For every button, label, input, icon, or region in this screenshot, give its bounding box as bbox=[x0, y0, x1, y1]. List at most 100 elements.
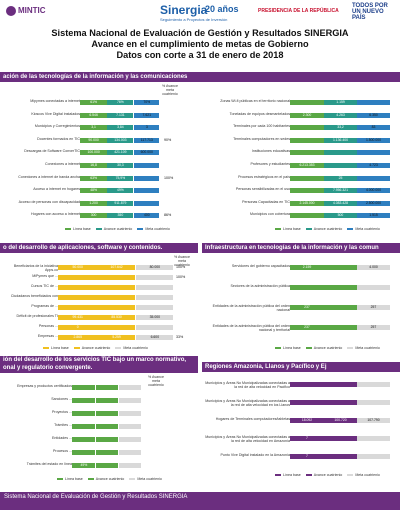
bar-value-label: 7.131 bbox=[116, 112, 125, 117]
bar-value-label: 2.300 bbox=[302, 112, 312, 117]
sinergia-logo: Sinergia Seguimiento a Proyectos de Inver… bbox=[160, 3, 227, 22]
baseline-bar bbox=[80, 150, 107, 156]
title-line-2: Avance en el cumplimiento de metas de Go… bbox=[91, 39, 309, 49]
baseline-bar bbox=[58, 335, 97, 340]
bar-value-label: 1.159 bbox=[336, 100, 345, 104]
legend-label: Línea base bbox=[65, 477, 83, 481]
pct-value: 100% bbox=[176, 265, 186, 269]
goal-bar bbox=[118, 437, 142, 442]
legend-swatch bbox=[347, 347, 354, 350]
progress-bar bbox=[97, 305, 136, 310]
panel-regions: Municipios y Áreas No Municipalizadas co… bbox=[202, 374, 400, 490]
category-label: Zonas Wi-fi públicas en el territorio na… bbox=[220, 99, 290, 103]
goal-bar bbox=[133, 150, 160, 156]
progress-bar bbox=[97, 265, 136, 270]
legend-swatch bbox=[275, 347, 281, 350]
bar-value-label: 1.500.000 bbox=[365, 137, 382, 142]
bar-value-label: 18.092 bbox=[301, 418, 313, 422]
goal-bar bbox=[357, 100, 390, 105]
progress-bar bbox=[324, 137, 357, 143]
goal-bar bbox=[135, 285, 174, 290]
bar-value-label: 4.083.428 bbox=[332, 200, 349, 205]
baseline-bar bbox=[58, 285, 97, 290]
section-bar-5: Regiones Amazonia, Llanos y Pacífico y E… bbox=[202, 362, 400, 372]
category-label: Hogares de Terminales computadores/table… bbox=[215, 417, 290, 421]
baseline-bar bbox=[58, 275, 97, 280]
progress-bar bbox=[324, 400, 357, 405]
goal-bar bbox=[133, 112, 160, 118]
bar-value-label: 3,84 bbox=[117, 125, 124, 130]
category-label: Beneficiarios de la iniciativa Apps.co bbox=[13, 264, 58, 272]
baseline-bar bbox=[290, 265, 324, 270]
legend-swatch bbox=[347, 228, 354, 231]
page-title: Sistema Nacional de Evaluación de Gestió… bbox=[0, 28, 400, 61]
bar-value-label: 4.000 bbox=[369, 265, 378, 269]
baseline-bar bbox=[290, 454, 324, 459]
baseline-bar bbox=[290, 285, 324, 290]
category-label: Proyectos ... bbox=[52, 410, 72, 414]
progress-bar bbox=[97, 285, 136, 290]
category-label: Terminales computadores en sedes bbox=[233, 136, 290, 141]
goal-bar bbox=[357, 454, 390, 459]
legend-label: Meta cuatrienio bbox=[123, 346, 148, 350]
category-label: Conexiones a internet bbox=[45, 162, 80, 166]
legend-swatch bbox=[87, 478, 94, 481]
category-label: Procesos estratégicos en el país bbox=[238, 174, 290, 179]
panel-tic-appropriation: % Avance meta cuatrienio Mipymes conectad… bbox=[0, 84, 198, 239]
chart-legend: Línea base Avance cuatrienio Meta cuatrien… bbox=[270, 473, 380, 477]
bar-value-label: 1.200 bbox=[89, 200, 98, 205]
bar-value-label: 7 bbox=[306, 454, 308, 458]
chart-legend: Línea base Avance cuatrienio Meta cuatrien… bbox=[38, 346, 148, 350]
baseline-bar bbox=[290, 150, 324, 156]
baseline-bar bbox=[80, 200, 107, 206]
category-label: Municipios y Áreas No Municipalizadas co… bbox=[205, 399, 290, 407]
category-label: Entidades de la administración pública d… bbox=[212, 304, 290, 312]
progress-bar bbox=[324, 100, 357, 105]
sinergia-logo-text: Sinergia bbox=[160, 3, 208, 17]
bar-value-label: 134.003 bbox=[114, 137, 127, 142]
bar-value-label: 237 bbox=[304, 325, 310, 329]
bar-value-label: 5.259 bbox=[112, 335, 121, 339]
bar-value-label: 911.879 bbox=[114, 200, 127, 205]
legend-swatch bbox=[137, 228, 144, 231]
bar-value-label: 83 bbox=[371, 125, 376, 130]
baseline-bar bbox=[290, 175, 324, 181]
legend-label: Meta cuatrienio bbox=[355, 227, 380, 231]
progress-bar bbox=[324, 305, 357, 310]
pct-value: 90% bbox=[164, 137, 172, 142]
bar-value-label: 30,3 bbox=[117, 163, 124, 167]
bar-value-label: 50.000 bbox=[72, 265, 83, 269]
progress-bar bbox=[95, 411, 119, 416]
category-label: Entidades de la administración pública d… bbox=[212, 324, 290, 332]
baseline-bar bbox=[290, 418, 324, 423]
baseline-bar bbox=[72, 385, 96, 390]
legend-label: Línea base bbox=[51, 346, 69, 350]
bar-value-label: 2.145.000 bbox=[299, 200, 315, 205]
progress-bar bbox=[324, 200, 357, 206]
progress-bar bbox=[107, 137, 134, 143]
category-label: Sectores de la administración pública bbox=[230, 284, 290, 288]
bar-value-label: 257 bbox=[370, 305, 377, 309]
panel-infrastructure-2: Servidores del gobierno capacitados 2.159… bbox=[202, 255, 400, 355]
baseline-bar bbox=[58, 305, 97, 310]
bar-value-label: 3,1 bbox=[91, 125, 96, 130]
chart-legend: Línea base Avance cuatrienio Meta cuatrien… bbox=[270, 227, 380, 231]
bar-value-label: 100.000 bbox=[87, 150, 100, 155]
progress-bar bbox=[324, 112, 357, 118]
bar-value-label: 4.000.000 bbox=[365, 188, 382, 193]
bar-value-label: 6.350 bbox=[369, 112, 378, 117]
legend-swatch bbox=[43, 347, 49, 350]
baseline-bar bbox=[290, 213, 324, 219]
category-label: Sanciones ... bbox=[51, 397, 72, 401]
bar-value-label: 237 bbox=[304, 305, 310, 309]
pct-column-header: % Avance meta cuatrienio bbox=[162, 84, 178, 96]
section-bar-2: o del desarrollo de aplicaciones, softwa… bbox=[0, 243, 198, 253]
progress-bar bbox=[324, 188, 357, 194]
progress-bar bbox=[324, 125, 357, 131]
progress-bar bbox=[324, 213, 357, 219]
goal-bar bbox=[118, 411, 142, 416]
bar-value-label: 350 bbox=[117, 213, 124, 218]
goal-bar bbox=[357, 325, 390, 330]
baseline-bar bbox=[72, 463, 96, 468]
mintic-logo-text: MINTIC bbox=[18, 6, 46, 16]
